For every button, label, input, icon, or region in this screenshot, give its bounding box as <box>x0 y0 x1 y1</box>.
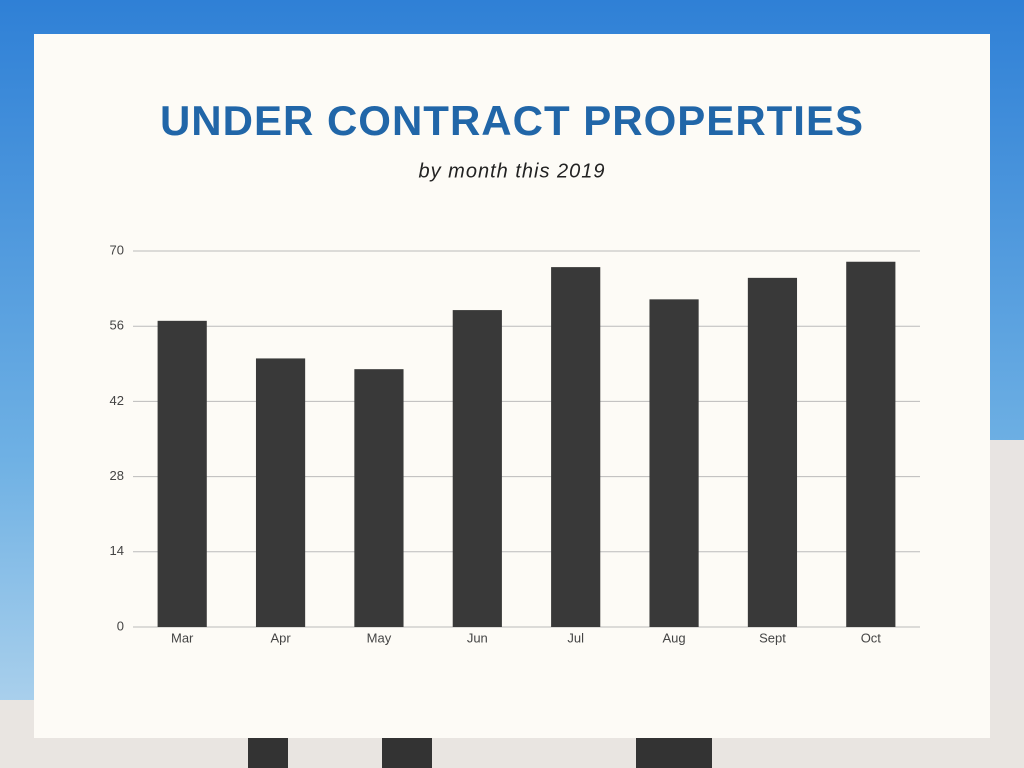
x-tick-label: Mar <box>171 630 194 645</box>
bar <box>354 369 404 627</box>
bar <box>255 358 306 627</box>
y-tick-label: 56 <box>110 318 124 333</box>
window <box>248 738 288 768</box>
x-tick-label: Aug <box>662 630 685 645</box>
y-tick-label: 14 <box>110 543 124 558</box>
x-tick-label: Oct <box>861 630 882 645</box>
chart-title: UNDER CONTRACT PROPERTIES <box>160 97 864 144</box>
bar <box>452 310 502 627</box>
y-tick-label: 28 <box>110 468 124 483</box>
y-tick-label: 42 <box>110 393 124 408</box>
chart-subtitle: by month this 2019 <box>419 160 606 182</box>
x-tick-label: Sept <box>759 630 786 645</box>
window <box>636 738 712 768</box>
bar <box>649 299 699 627</box>
window <box>382 738 432 768</box>
x-tick-label: Apr <box>270 630 291 645</box>
bar <box>551 267 601 627</box>
y-tick-label: 0 <box>117 618 124 633</box>
bar <box>747 277 798 627</box>
bar <box>846 261 896 627</box>
y-tick-label: 70 <box>110 242 124 257</box>
x-tick-label: Jul <box>567 630 584 645</box>
x-tick-label: Jun <box>467 630 488 645</box>
x-tick-label: May <box>367 630 392 645</box>
bar <box>157 320 207 627</box>
